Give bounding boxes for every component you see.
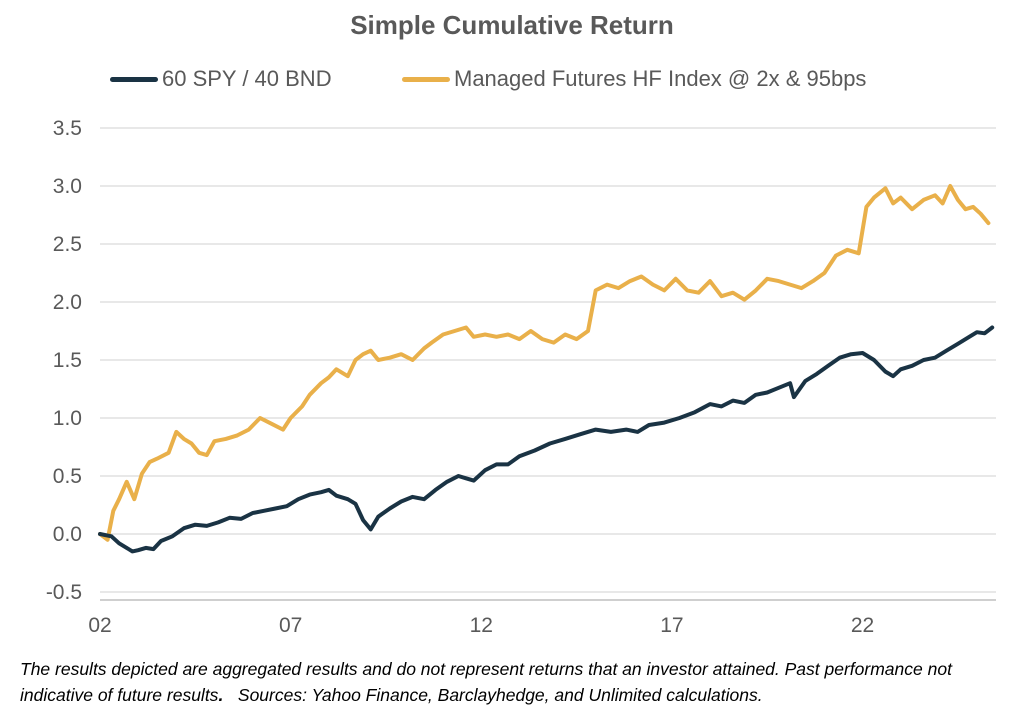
footnote-disclaimer-text: The results depicted are aggregated resu… bbox=[20, 659, 952, 706]
y-tick-label: -0.5 bbox=[46, 581, 82, 604]
legend-label-spy-bnd: 60 SPY / 40 BND bbox=[162, 66, 332, 91]
chart-title: Simple Cumulative Return bbox=[350, 10, 674, 40]
y-tick-label: 2.5 bbox=[53, 233, 82, 256]
legend-swatch-spy-bnd bbox=[110, 76, 158, 82]
disclaimer-footnote: The results depicted are aggregated resu… bbox=[20, 656, 1020, 709]
legend-label-managed-futures: Managed Futures HF Index @ 2x & 95bps bbox=[454, 66, 867, 91]
y-tick-label: 3.5 bbox=[53, 117, 82, 140]
x-tick-label: 17 bbox=[660, 614, 683, 637]
y-tick-label: 0.0 bbox=[53, 523, 82, 546]
series-line-managed-futures bbox=[98, 184, 991, 542]
y-tick-label: 3.0 bbox=[53, 175, 82, 198]
line-chart: -0.5 0.0 0.5 1.0 1.5 2.0 2.5 3.0 3.5 02 07 12 17 22 bbox=[46, 117, 996, 637]
y-tick-label: 0.5 bbox=[53, 465, 82, 488]
series-line-spy-bnd bbox=[98, 325, 995, 554]
chart-legend: 60 SPY / 40 BND Managed Futures HF Index… bbox=[0, 66, 1024, 96]
y-tick-label: 1.5 bbox=[53, 349, 82, 372]
legend-swatch-managed-futures bbox=[402, 76, 450, 82]
y-tick-label: 1.0 bbox=[53, 407, 82, 430]
x-tick-label: 22 bbox=[851, 614, 874, 637]
y-tick-label: 2.0 bbox=[53, 291, 82, 314]
x-tick-label: 12 bbox=[470, 614, 493, 637]
footnote-sources-text: Sources: Yahoo Finance, Barclayhedge, an… bbox=[223, 685, 763, 706]
legend-item-spy-bnd: 60 SPY / 40 BND bbox=[110, 66, 332, 92]
footnote-period: . bbox=[218, 685, 224, 706]
x-tick-label: 02 bbox=[88, 614, 111, 637]
x-tick-label: 07 bbox=[279, 614, 302, 637]
legend-item-managed-futures: Managed Futures HF Index @ 2x & 95bps bbox=[402, 66, 866, 92]
